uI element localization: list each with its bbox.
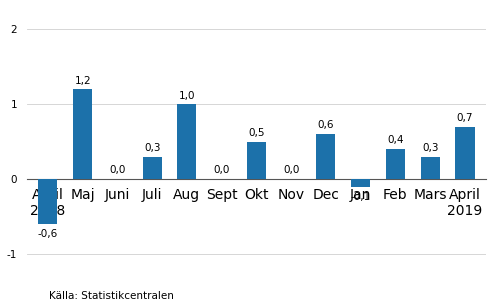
Text: -0,1: -0,1 [351, 192, 371, 202]
Text: 0,0: 0,0 [283, 165, 299, 175]
Text: 0,6: 0,6 [317, 120, 334, 130]
Text: 0,0: 0,0 [109, 165, 126, 175]
Bar [38, 179, 58, 224]
Bar [142, 157, 162, 179]
Bar [177, 104, 197, 179]
Text: Källa: Statistikcentralen: Källa: Statistikcentralen [49, 291, 174, 301]
Bar [421, 157, 440, 179]
Text: 0,5: 0,5 [248, 128, 265, 138]
Text: 1,0: 1,0 [178, 91, 195, 101]
Text: 0,3: 0,3 [144, 143, 160, 153]
Text: 0,3: 0,3 [422, 143, 438, 153]
Bar [456, 127, 474, 179]
Text: 0,4: 0,4 [387, 136, 404, 145]
Text: 1,2: 1,2 [74, 76, 91, 85]
Bar [317, 134, 335, 179]
Bar [73, 89, 92, 179]
Text: 0,7: 0,7 [457, 113, 473, 123]
Bar [247, 142, 266, 179]
Text: 0,0: 0,0 [213, 165, 230, 175]
Text: -0,6: -0,6 [38, 229, 58, 239]
Bar [351, 179, 370, 187]
Bar [386, 149, 405, 179]
